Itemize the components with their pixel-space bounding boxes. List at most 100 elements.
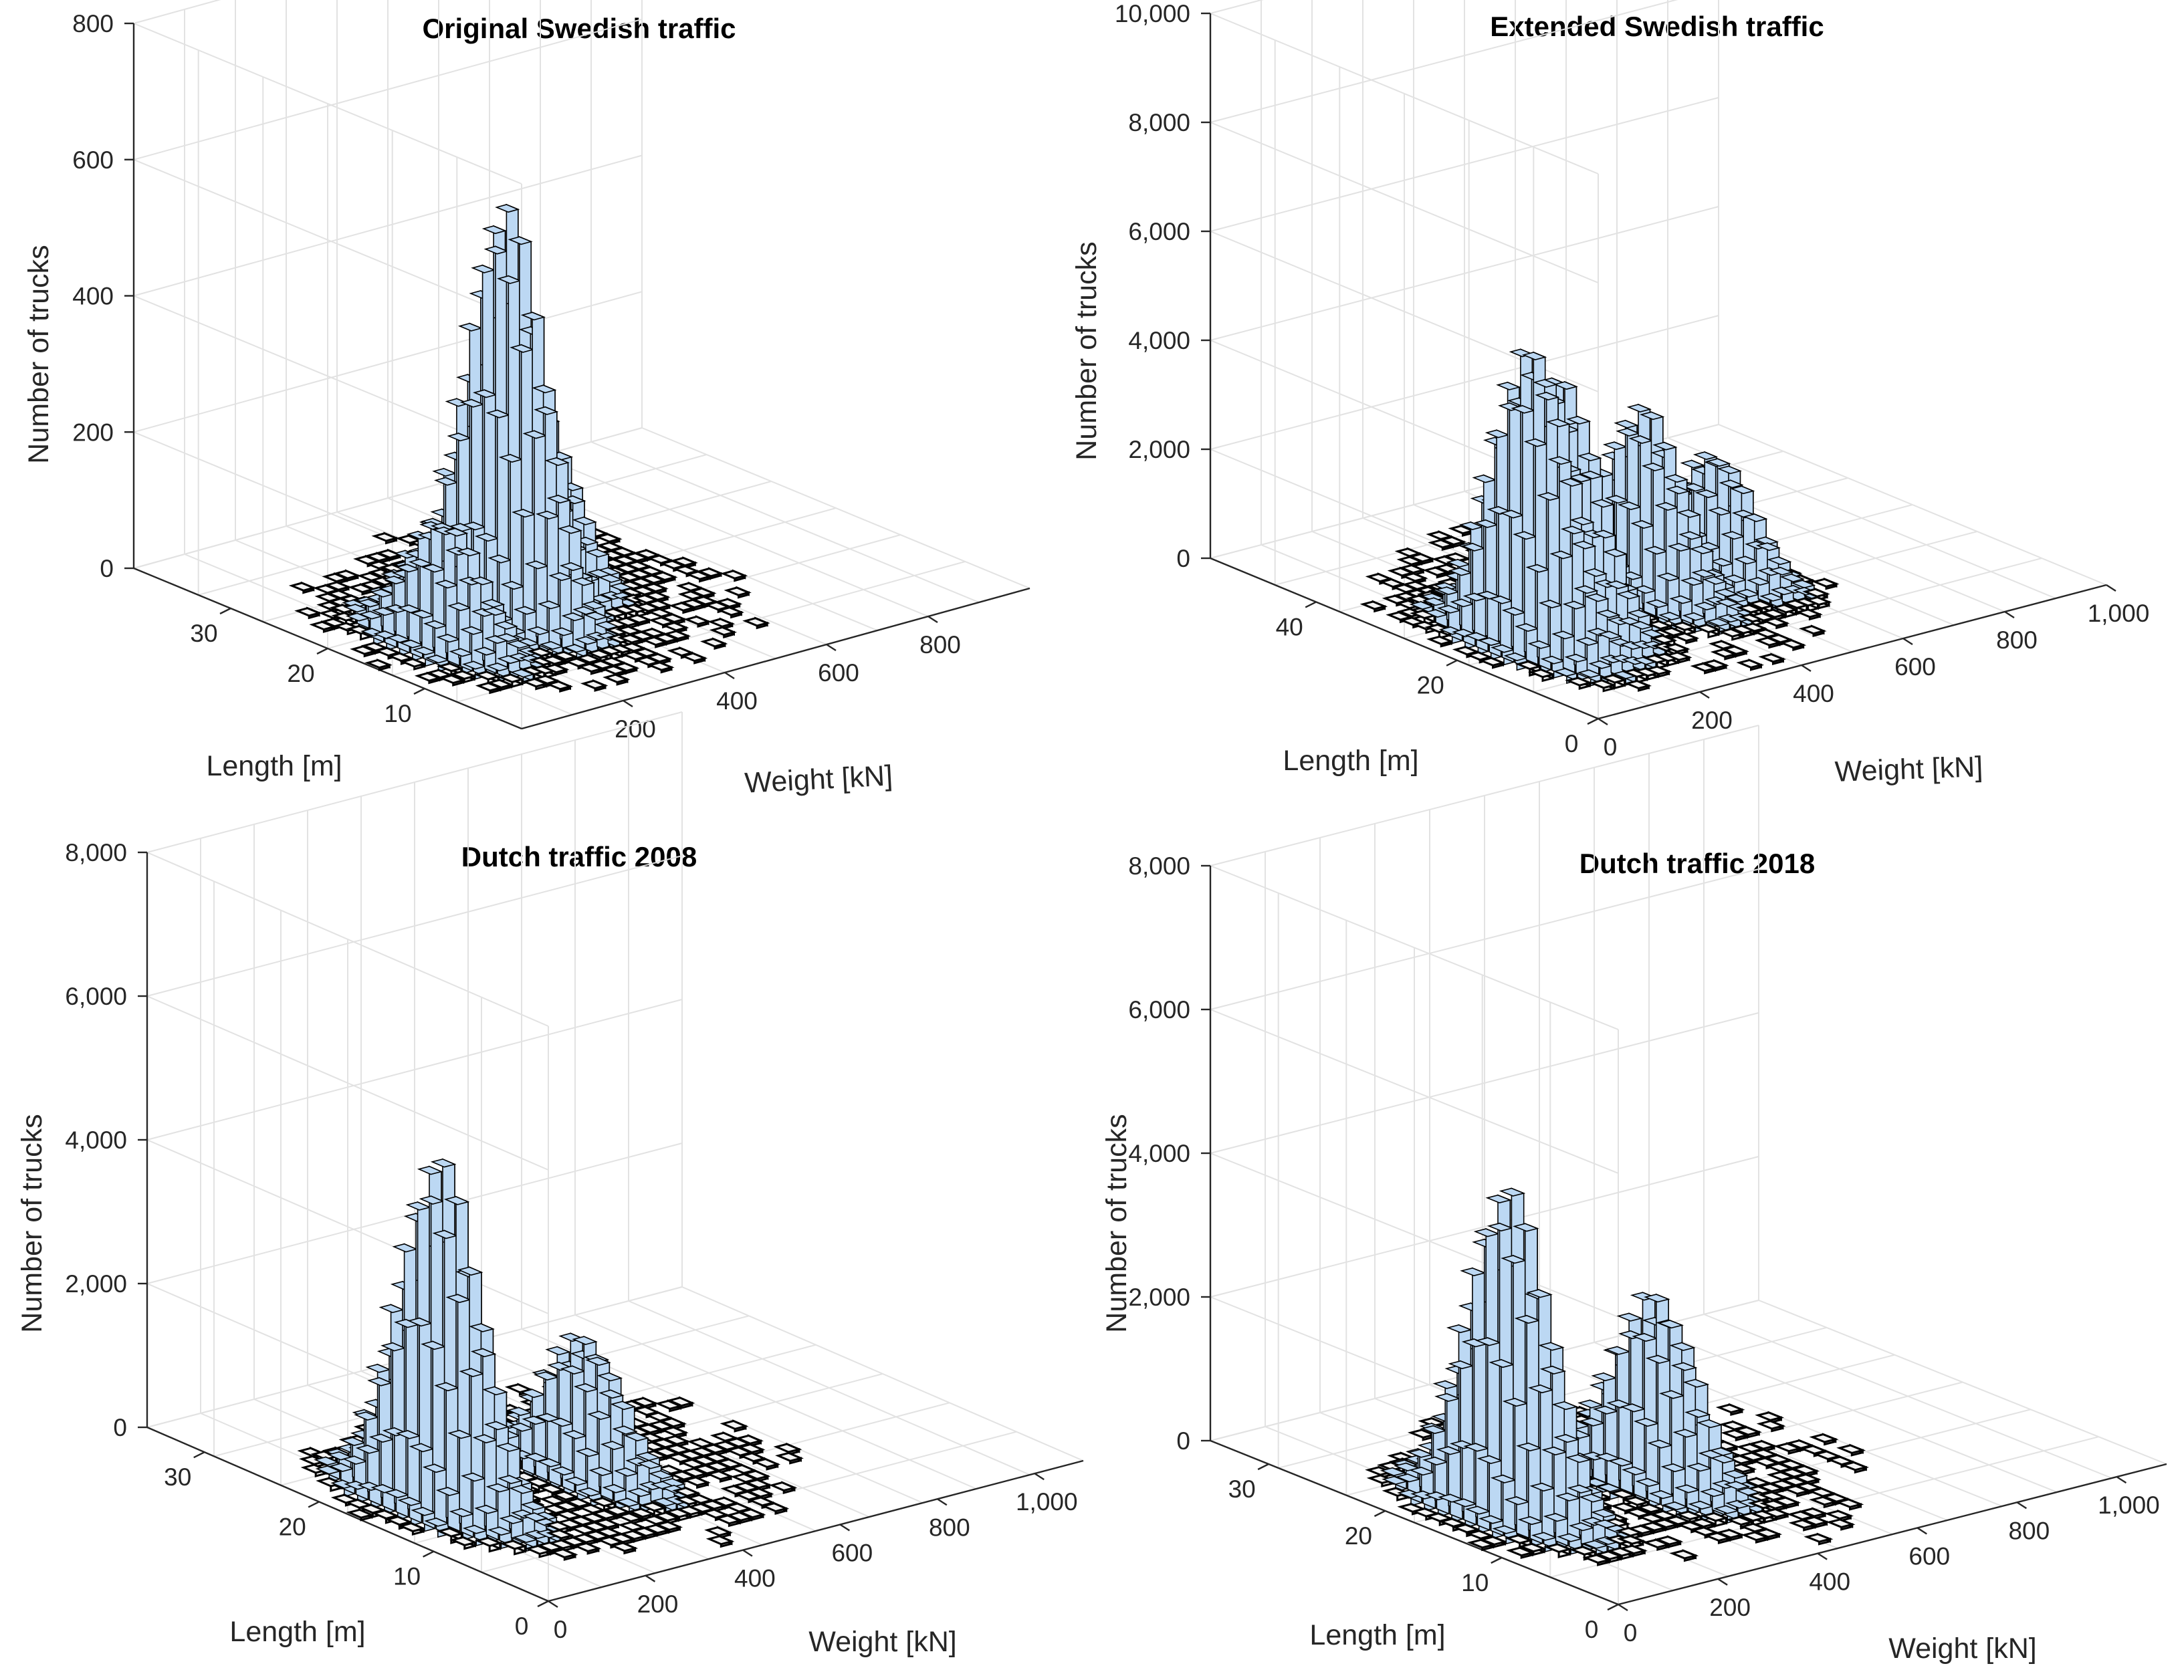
- bar-top-face: [720, 1419, 749, 1430]
- bar-top-face: [585, 548, 611, 558]
- bar-top-face: [469, 576, 494, 586]
- bar-top-face: [395, 564, 421, 573]
- bar-top-face: [598, 574, 623, 583]
- bar-top-face: [356, 598, 382, 608]
- bar-top-face: [716, 606, 745, 616]
- y-tick-label: 30: [164, 1463, 191, 1491]
- y-tick-label: 30: [190, 620, 217, 647]
- bar-top-face: [1624, 679, 1652, 690]
- bar-top-face: [496, 275, 522, 284]
- bar-top-face: [412, 646, 437, 656]
- z-tick-label: 10,000: [1115, 0, 1190, 27]
- histogram-bar: [364, 658, 393, 671]
- histogram-bar: [545, 680, 574, 693]
- bar-top-face: [619, 587, 647, 597]
- histogram-bar: [709, 626, 738, 638]
- y-tick-label: 0: [515, 1612, 529, 1640]
- histogram-bar: [1795, 608, 1823, 621]
- bar-top-face: [432, 467, 457, 477]
- y-tick-label: 20: [287, 660, 314, 687]
- y-tick-label: 20: [279, 1513, 306, 1540]
- y-tick-label: 20: [1417, 672, 1444, 699]
- y-tick-label: 40: [1276, 613, 1303, 640]
- x-tick: [927, 615, 938, 624]
- bar-top-face: [647, 661, 675, 671]
- bar-top-face: [510, 344, 535, 353]
- y-tick: [1587, 717, 1599, 725]
- bar-top-face: [661, 622, 689, 632]
- y-tick: [1305, 601, 1317, 608]
- bar-top-face: [443, 527, 469, 537]
- bar-top-face: [1426, 635, 1454, 645]
- bar-top-face: [670, 556, 698, 567]
- bar-top-face: [344, 604, 369, 613]
- x-tick-label: 1,000: [2088, 600, 2150, 627]
- x-tick: [839, 1524, 851, 1532]
- z-tick-label: 4,000: [1128, 327, 1190, 354]
- bar-top-face: [495, 204, 520, 213]
- histogram-bar: [1624, 679, 1652, 692]
- gridline: [540, 0, 929, 617]
- histogram-bar: [1589, 679, 1617, 693]
- bar-top-face: [399, 639, 425, 648]
- bar-top-face: [473, 389, 498, 398]
- bar-top-face: [447, 602, 472, 612]
- bar-top-face: [434, 580, 459, 589]
- bar-top-face: [408, 558, 433, 568]
- x-tick: [724, 671, 735, 680]
- bar-top-face: [650, 571, 678, 582]
- chart-title: Extended Swedish traffic: [1490, 11, 1824, 42]
- bar-top-face: [594, 533, 623, 543]
- bar-top-face: [1671, 632, 1700, 642]
- bar-top-face: [459, 398, 485, 408]
- histogram-bars: [297, 1158, 804, 1561]
- z-tick-label: 8,000: [1128, 109, 1190, 136]
- z-axis-label: Number of trucks: [23, 245, 55, 463]
- histogram-bar: [594, 532, 623, 546]
- bar-top-face: [508, 236, 533, 245]
- bar-top-face: [485, 409, 511, 418]
- x-tick: [623, 699, 633, 708]
- bar-top-face: [399, 658, 428, 668]
- x-tick: [1902, 637, 1913, 646]
- x-tick-label: 0: [1604, 733, 1618, 761]
- bar-top-face: [329, 604, 358, 614]
- histogram-bar: [679, 652, 708, 665]
- bar-top-face: [345, 612, 371, 622]
- bar-top-face: [534, 406, 559, 415]
- histogram-bar: [683, 615, 712, 628]
- bar-top-face: [1736, 658, 1765, 669]
- bar-top-face: [522, 430, 548, 439]
- histogram-bar: [716, 606, 745, 619]
- histogram-bar: [397, 1522, 427, 1536]
- bar-top-face: [643, 591, 671, 601]
- gridline: [628, 726, 1030, 1475]
- histogram-bar: [294, 606, 322, 620]
- z-tick-label: 800: [72, 10, 114, 37]
- bar-top-face: [434, 477, 459, 486]
- histogram-bar: [603, 673, 631, 686]
- z-tick-label: 2,000: [65, 1270, 127, 1298]
- x-tick: [826, 643, 837, 652]
- chart-title: Dutch traffic 2008: [461, 841, 697, 872]
- z-tick-label: 0: [1176, 545, 1190, 572]
- bar-top-face: [520, 312, 546, 321]
- x-tick-label: 800: [929, 1514, 970, 1541]
- histogram-bar: [699, 637, 728, 650]
- bar-top-face: [500, 581, 526, 590]
- z-tick-label: 0: [113, 1414, 127, 1441]
- y-tick: [308, 1501, 320, 1508]
- chart-title: Original Swedish traffic: [422, 13, 736, 44]
- bar-top-face: [720, 570, 748, 580]
- bar-side-face: [433, 1463, 447, 1527]
- x-tick-label: 400: [716, 687, 758, 715]
- y-tick-label: 0: [1565, 730, 1579, 757]
- y-axis-label: Length [m]: [206, 750, 342, 782]
- bar-top-face: [397, 1522, 427, 1533]
- bar-top-face: [386, 634, 411, 643]
- bar-top-face: [358, 610, 384, 620]
- z-tick-label: 200: [72, 418, 114, 446]
- x-tick-label: 200: [1691, 707, 1733, 734]
- x-tick-label: 0: [554, 1616, 568, 1643]
- x-tick-label: 400: [734, 1565, 776, 1592]
